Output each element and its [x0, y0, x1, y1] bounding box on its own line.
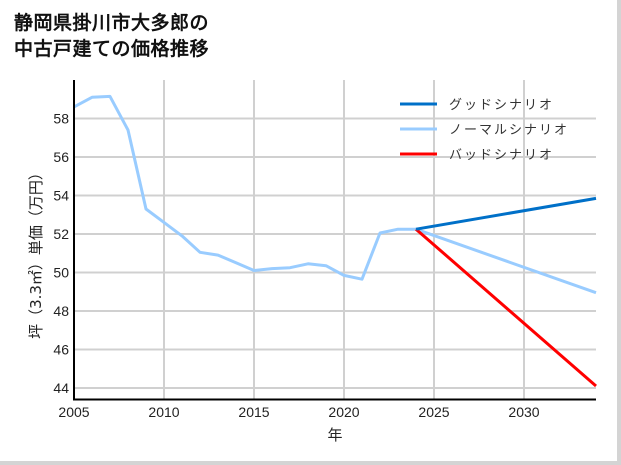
x-tick-labels: 2005 2010 2015 2020 2025 2030 — [58, 404, 539, 420]
x-axis-label: 年 — [327, 426, 342, 444]
y-tick-label: 52 — [53, 226, 69, 242]
x-tick-label: 2020 — [328, 404, 359, 420]
legend-label: バッドシナリオ — [449, 148, 554, 163]
x-tick-label: 2005 — [58, 404, 89, 420]
y-tick-label: 58 — [53, 110, 69, 126]
y-tick-label: 56 — [53, 149, 69, 165]
axes — [73, 80, 596, 401]
chart-title-line1: 静岡県掛川市大多郎の — [14, 12, 210, 34]
y-axis-label: 坪（3.3㎡）単価（万円） — [27, 165, 45, 339]
x-tick-label: 2010 — [148, 404, 179, 420]
y-tick-label: 48 — [53, 303, 69, 319]
y-tick-label: 54 — [53, 187, 69, 203]
legend-label: グッドシナリオ — [449, 98, 554, 113]
y-tick-labels: 44 46 48 50 52 54 56 58 — [53, 110, 69, 395]
chart-title-line2: 中古戸建ての価格推移 — [14, 38, 210, 60]
legend-label: ノーマルシナリオ — [449, 123, 569, 138]
historical-line — [73, 94, 416, 281]
y-tick-label: 46 — [53, 341, 69, 357]
x-tick-label: 2025 — [418, 404, 449, 420]
scenario-line-0 — [415, 196, 597, 231]
data-lines — [73, 94, 597, 388]
chart-title: 静岡県掛川市大多郎の 中古戸建ての価格推移 — [14, 10, 209, 62]
y-tick-label: 44 — [53, 380, 69, 396]
scenario-line-1 — [415, 227, 597, 295]
x-tick-label: 2030 — [508, 404, 539, 420]
scenario-line-2 — [415, 228, 597, 388]
x-tick-label: 2015 — [238, 404, 269, 420]
y-tick-label: 50 — [53, 264, 69, 280]
